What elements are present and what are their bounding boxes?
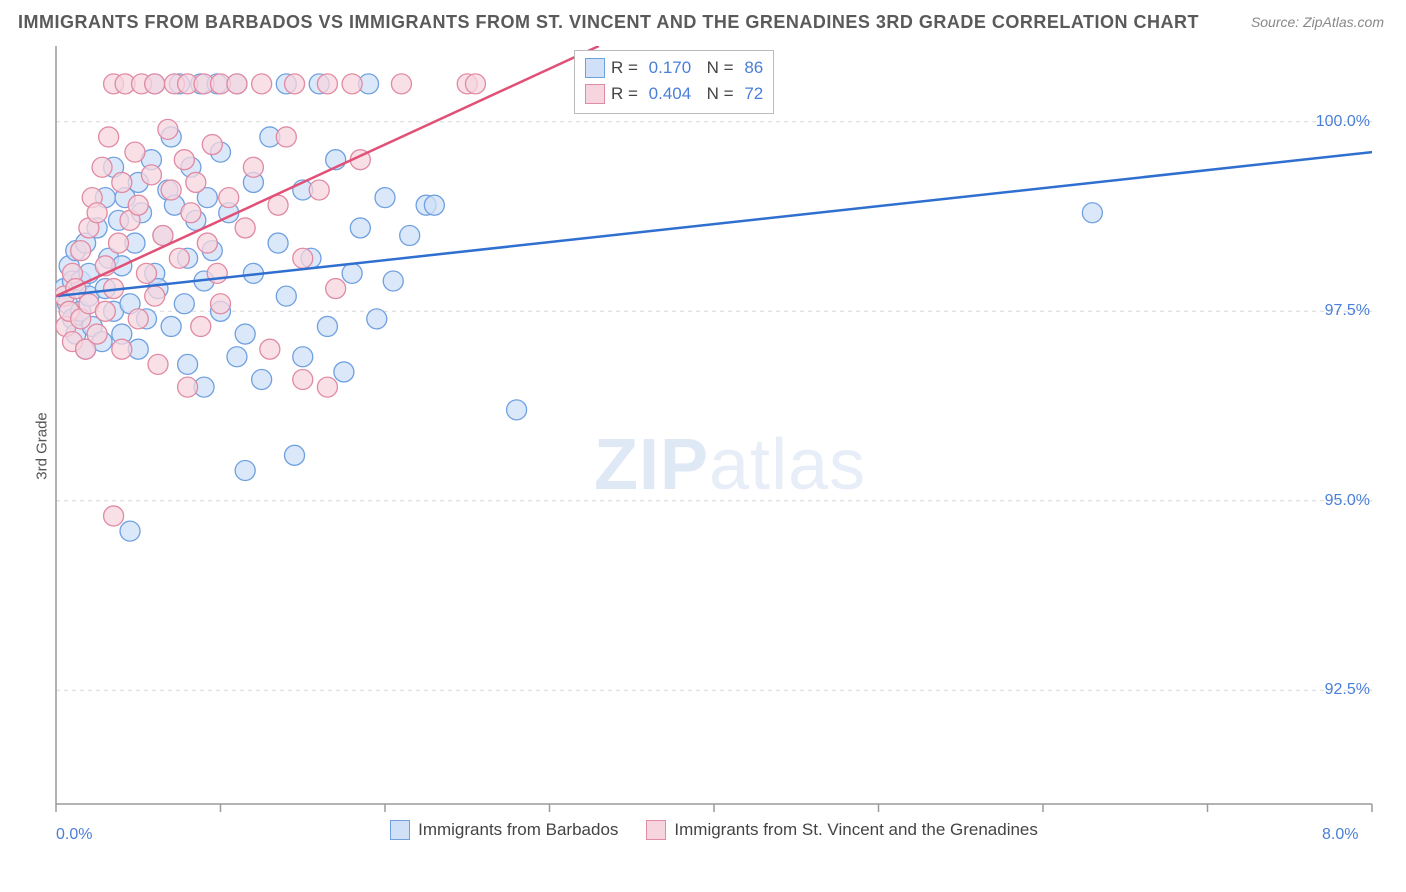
scatter-chart: [54, 44, 1374, 844]
legend-item-barbados: Immigrants from Barbados: [390, 820, 618, 840]
stat-row-barbados: R = 0.170 N = 86: [585, 55, 763, 81]
stat-row-stvincent: R = 0.404 N = 72: [585, 81, 763, 107]
y-tick-label: 97.5%: [1325, 302, 1370, 320]
swatch-icon: [390, 820, 410, 840]
swatch-icon: [585, 58, 605, 78]
y-axis-label: 3rd Grade: [33, 412, 50, 480]
y-tick-label: 95.0%: [1325, 492, 1370, 510]
y-tick-label: 100.0%: [1316, 113, 1370, 131]
statistics-legend: R = 0.170 N = 86R = 0.404 N = 72: [574, 50, 774, 114]
swatch-icon: [646, 820, 666, 840]
chart-title: IMMIGRANTS FROM BARBADOS VS IMMIGRANTS F…: [18, 12, 1199, 33]
legend-label: Immigrants from Barbados: [418, 820, 618, 840]
series-legend: Immigrants from Barbados Immigrants from …: [54, 820, 1374, 840]
y-tick-label: 92.5%: [1325, 681, 1370, 699]
legend-item-stvincent: Immigrants from St. Vincent and the Gren…: [646, 820, 1037, 840]
swatch-icon: [585, 84, 605, 104]
source-attribution: Source: ZipAtlas.com: [1251, 14, 1384, 30]
plot-area: 92.5%95.0%97.5%100.0% 0.0%8.0% ZIPatlas …: [54, 44, 1374, 844]
legend-label: Immigrants from St. Vincent and the Gren…: [674, 820, 1037, 840]
